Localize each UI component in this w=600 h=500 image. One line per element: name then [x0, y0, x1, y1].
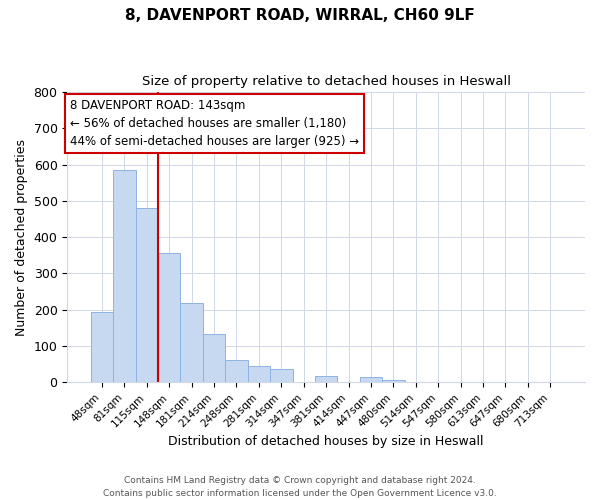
Bar [270, 369, 293, 382]
Text: 8, DAVENPORT ROAD, WIRRAL, CH60 9LF: 8, DAVENPORT ROAD, WIRRAL, CH60 9LF [125, 8, 475, 22]
Bar [225, 360, 248, 382]
Y-axis label: Number of detached properties: Number of detached properties [15, 138, 28, 336]
Bar [203, 334, 225, 382]
Text: Contains HM Land Registry data © Crown copyright and database right 2024.
Contai: Contains HM Land Registry data © Crown c… [103, 476, 497, 498]
Text: 8 DAVENPORT ROAD: 143sqm
← 56% of detached houses are smaller (1,180)
44% of sem: 8 DAVENPORT ROAD: 143sqm ← 56% of detach… [70, 99, 359, 148]
Bar [315, 376, 337, 382]
Bar [382, 380, 404, 382]
X-axis label: Distribution of detached houses by size in Heswall: Distribution of detached houses by size … [169, 434, 484, 448]
Bar [158, 253, 181, 382]
Bar [91, 312, 113, 382]
Bar [181, 303, 203, 382]
Bar [360, 378, 382, 382]
Bar [248, 366, 270, 382]
Bar [136, 208, 158, 382]
Title: Size of property relative to detached houses in Heswall: Size of property relative to detached ho… [142, 75, 511, 88]
Bar [113, 170, 136, 382]
